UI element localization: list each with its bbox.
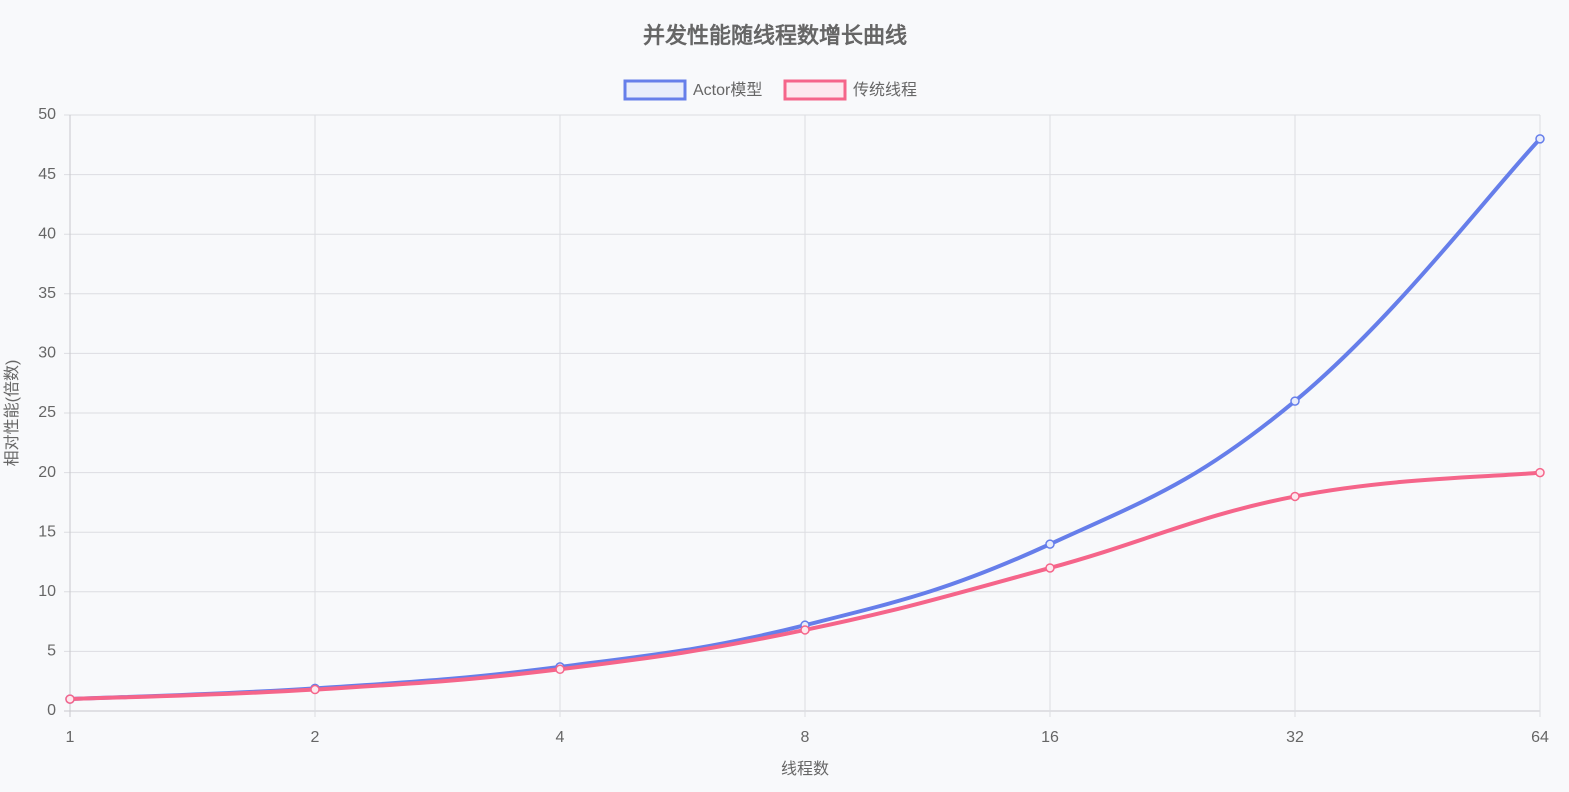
y-tick-label: 10 [38,583,56,600]
data-point [1290,491,1300,502]
data-point [1045,563,1055,573]
data-point [1535,134,1545,144]
y-tick-label: 15 [38,523,56,540]
data-point [800,625,810,635]
legend-label: 传统线程 [853,81,917,99]
data-point [310,684,320,695]
y-tick-label: 0 [47,702,56,719]
data-point [555,664,565,675]
legend-label: Actor模型 [693,81,762,99]
y-tick-label: 20 [38,464,56,481]
y-axis-title: 相对性能(倍数) [3,360,21,467]
x-tick-label: 16 [1041,729,1059,746]
y-tick-label: 35 [38,285,56,302]
y-tick-label: 50 [38,106,56,123]
chart-title: 并发性能随线程数增长曲线 [643,23,907,48]
y-tick-label: 5 [47,643,56,660]
data-point [1290,396,1300,406]
x-tick-label: 2 [311,729,320,746]
y-tick-label: 30 [38,345,56,362]
legend-swatch [623,79,687,101]
y-tick-label: 40 [38,225,56,242]
y-tick-label: 45 [38,166,56,183]
data-point [1045,539,1055,549]
x-tick-label: 4 [556,729,565,746]
legend-swatch [783,79,847,101]
x-tick-label: 8 [801,729,810,746]
x-tick-label: 1 [66,729,75,746]
data-point [65,694,75,704]
data-point [1535,467,1545,478]
x-axis-title: 线程数 [781,760,829,778]
y-tick-label: 25 [38,404,56,421]
x-tick-label: 64 [1531,729,1549,746]
x-tick-label: 32 [1286,729,1304,746]
